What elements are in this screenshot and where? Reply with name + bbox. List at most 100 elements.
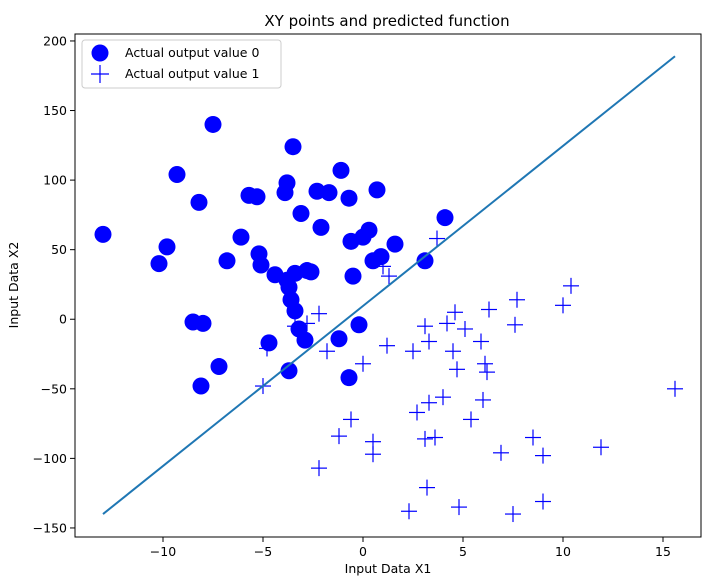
point-output-0 (296, 331, 314, 349)
point-output-1 (475, 391, 491, 408)
point-output-0 (150, 255, 168, 273)
legend-box (81, 39, 282, 89)
point-output-0 (280, 278, 298, 296)
point-output-1 (355, 355, 371, 372)
plot-frame (74, 33, 702, 538)
point-output-1 (435, 389, 451, 406)
point-output-1 (593, 439, 609, 456)
legend-label-output-1: Actual output value 1 (125, 66, 259, 81)
point-output-0 (368, 181, 386, 199)
point-output-0 (232, 228, 250, 246)
point-output-0 (94, 225, 112, 243)
point-output-1 (287, 318, 303, 335)
point-output-1 (259, 340, 275, 357)
point-output-1 (473, 333, 489, 350)
point-output-0 (320, 184, 338, 202)
point-output-0 (340, 189, 358, 207)
y-tick-label: 50 (51, 242, 67, 257)
point-output-0 (252, 256, 270, 274)
point-output-1 (421, 394, 437, 411)
point-output-1 (417, 318, 433, 335)
y-tick-label: −150 (33, 520, 67, 535)
point-output-0 (194, 314, 212, 332)
point-output-0 (332, 161, 350, 179)
x-tick-label: −10 (150, 544, 176, 559)
point-output-1 (451, 499, 467, 516)
point-output-1 (401, 503, 417, 520)
point-output-0 (218, 252, 236, 270)
point-output-1 (535, 493, 551, 510)
point-output-0 (190, 193, 208, 211)
x-tick-label: 0 (359, 544, 367, 559)
x-tick-label: 5 (459, 544, 467, 559)
point-output-0 (158, 238, 176, 256)
point-output-0 (260, 334, 278, 352)
y-tick-label: 200 (43, 33, 67, 48)
point-output-1 (667, 380, 683, 397)
legend-plus-marker (91, 65, 109, 83)
point-output-1 (563, 277, 579, 294)
x-axis-label: Input Data X1 (345, 561, 432, 576)
point-output-0 (436, 209, 454, 227)
point-output-1 (493, 444, 509, 461)
point-output-0 (278, 174, 296, 192)
x-axis-ticks: −10 −5 0 5 10 15 (150, 537, 671, 559)
point-output-1 (479, 364, 495, 381)
y-axis-ticks: −150 −100 −50 0 50 100 150 200 (33, 33, 75, 535)
point-output-1 (427, 429, 443, 446)
point-output-1 (445, 343, 461, 360)
point-output-1 (375, 258, 391, 275)
point-output-1 (311, 305, 327, 322)
point-output-0 (386, 235, 404, 253)
point-output-0 (292, 204, 310, 222)
point-output-1 (311, 460, 327, 477)
point-output-0 (360, 221, 378, 239)
point-output-1 (509, 291, 525, 308)
point-output-1 (447, 304, 463, 321)
legend-circle-marker (91, 44, 109, 62)
y-tick-label: 0 (59, 312, 67, 327)
point-output-1 (463, 411, 479, 428)
point-output-0 (192, 377, 210, 395)
point-output-1 (409, 404, 425, 421)
point-output-1 (525, 429, 541, 446)
point-output-1 (507, 316, 523, 333)
y-tick-label: 100 (43, 173, 67, 188)
point-output-0 (204, 115, 222, 133)
point-output-0 (302, 263, 320, 281)
point-output-1 (417, 430, 433, 447)
point-output-1 (505, 506, 521, 523)
point-output-0 (330, 330, 348, 348)
point-output-0 (168, 166, 186, 184)
point-output-0 (312, 218, 330, 236)
chart-title: XY points and predicted function (264, 12, 509, 30)
point-output-0 (350, 316, 368, 334)
point-output-0 (344, 267, 362, 285)
point-output-0 (340, 369, 358, 387)
point-output-0 (416, 252, 434, 270)
legend-label-output-0: Actual output value 0 (125, 45, 259, 60)
point-output-1 (365, 446, 381, 463)
point-output-1 (419, 479, 435, 496)
y-axis-label: Input Data X2 (6, 242, 21, 329)
point-output-0 (210, 358, 228, 376)
point-output-1 (481, 301, 497, 318)
point-output-0 (284, 138, 302, 156)
legend: Actual output value 0 Actual output valu… (81, 39, 282, 89)
point-output-1 (535, 447, 551, 464)
point-output-1 (477, 355, 493, 372)
y-tick-label: 150 (43, 103, 67, 118)
point-output-1 (319, 343, 335, 360)
point-output-0 (372, 248, 390, 266)
x-tick-label: 15 (655, 544, 671, 559)
x-tick-label: −5 (254, 544, 272, 559)
point-output-1 (381, 268, 397, 285)
point-output-1 (429, 230, 445, 247)
point-output-1 (555, 297, 571, 314)
point-output-1 (421, 333, 437, 350)
point-output-0 (248, 188, 266, 206)
point-output-1 (331, 428, 347, 445)
data-marks (94, 55, 683, 523)
point-output-1 (299, 315, 315, 332)
x-tick-label: 10 (555, 544, 571, 559)
